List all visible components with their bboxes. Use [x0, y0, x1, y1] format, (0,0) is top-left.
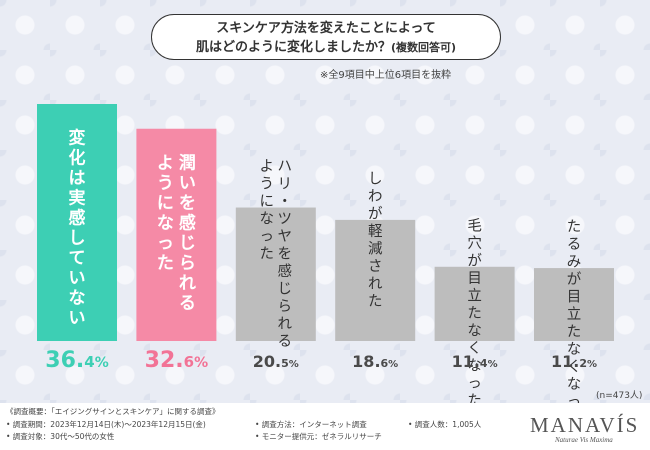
title-line-1: スキンケア方法を変えたことによって — [216, 21, 436, 36]
category-label-4-char: さ — [368, 258, 383, 275]
category-label-5-char: 毛 — [467, 217, 482, 234]
value-label-2: 32.6% — [145, 348, 208, 373]
category-label-4-char: 軽 — [368, 223, 383, 240]
category-label-1-char: は — [69, 169, 86, 189]
category-label-4-char: わ — [368, 188, 383, 205]
category-label-3-char: る — [278, 334, 293, 350]
category-label-6-char: た — [567, 324, 582, 341]
category-label-5-char: っ — [467, 376, 482, 392]
category-label-4-char: し — [368, 171, 383, 187]
category-label-4-char: が — [368, 205, 383, 222]
brand-tagline: Naturae Vis Maxima — [555, 436, 613, 444]
category-label-2-char: じ — [179, 233, 196, 253]
category-label-1-char: 変 — [69, 128, 86, 149]
category-label-6-char: 立 — [567, 306, 582, 323]
chart-title: スキンケア方法を変えたことによって 肌はどのように変化しましたか？(複数回答可) — [151, 14, 501, 60]
category-label-3-char: ・ — [278, 194, 293, 210]
category-label-5-char: 目 — [467, 271, 482, 287]
sample-size: (n=473人) — [596, 391, 643, 401]
category-label-5-char: な — [467, 322, 482, 339]
bar-4 — [335, 219, 416, 341]
category-label-2-char: に — [157, 193, 174, 213]
category-label-3-char: ツ — [278, 212, 293, 228]
category-label-2-char: を — [179, 193, 196, 213]
category-label-3-char: に — [260, 194, 275, 210]
category-label-2-char: よ — [157, 153, 174, 173]
category-label-6-char: な — [567, 341, 582, 358]
survey-footer: 《調査概要：「エイジングサインとスキンケア」に関する調査》 • 調査期間：202… — [0, 403, 650, 450]
category-label-4-char: た — [368, 293, 383, 310]
category-label-2-char: ら — [179, 253, 196, 273]
title-suffix: (複数回答可) — [390, 41, 457, 54]
footer-target: • 調査対象：30代〜50代の女性 — [6, 432, 115, 441]
footer-count: • 調査人数：1,005人 — [408, 420, 482, 429]
category-label-1-char: い — [69, 269, 86, 289]
category-label-5-char: た — [467, 305, 482, 322]
category-label-6-char: な — [567, 376, 582, 393]
category-label-6-char: た — [567, 219, 582, 236]
category-label-1-char: 化 — [69, 148, 86, 169]
value-label-1: 36.4% — [45, 348, 108, 373]
category-label-6-char: る — [567, 237, 582, 253]
category-label-3-char: リ — [278, 177, 293, 193]
category-label-2-char: 感 — [179, 212, 196, 233]
category-label-6-char: み — [567, 255, 582, 271]
footer-heading: 《調査概要：「エイジングサインとスキンケア」に関する調査》 — [6, 407, 220, 416]
category-label-6-char: が — [567, 271, 582, 288]
chart-note: ※全9項目中上位6項目を抜粋 — [320, 70, 452, 81]
brand-logo: MANAVÍS — [530, 413, 640, 437]
bar-5 — [434, 266, 515, 341]
value-label-3: 20.5% — [253, 352, 299, 371]
category-label-3-char: っ — [260, 229, 275, 245]
category-label-3-char: う — [260, 177, 275, 193]
category-label-6-char: 目 — [567, 290, 582, 306]
category-label-1-char: 感 — [69, 208, 86, 229]
category-label-2-char: る — [179, 293, 196, 313]
category-label-2-char: い — [179, 173, 196, 193]
category-label-3-char: 感 — [278, 263, 293, 280]
category-label-3-char: ハ — [278, 159, 293, 175]
bar-2 — [136, 128, 217, 341]
category-label-1-char: 実 — [69, 188, 86, 209]
category-label-3-char: ら — [278, 299, 293, 315]
category-label-5-char: く — [467, 341, 482, 357]
category-label-3-char: た — [260, 246, 275, 263]
bar-3 — [235, 207, 316, 341]
category-label-3-char: じ — [278, 282, 293, 298]
category-label-2-char: っ — [157, 233, 174, 253]
category-label-1-char: い — [69, 309, 86, 329]
category-label-2-char: れ — [179, 273, 196, 293]
category-label-1-char: て — [69, 249, 86, 269]
category-label-5-char: た — [467, 392, 482, 403]
category-label-3-char: な — [260, 211, 275, 228]
title-line-2: 肌はどのように変化しましたか？(複数回答可) — [195, 40, 457, 55]
category-label-2-char: な — [157, 213, 174, 233]
category-label-5-char: な — [467, 357, 482, 374]
bar-1 — [37, 104, 117, 341]
footer-period: • 調査期間：2023年12月14日(木)〜2023年12月15日(金) — [6, 420, 206, 429]
footer-method: • 調査方法：インターネット調査 — [255, 420, 367, 429]
value-label-6: 11.2% — [551, 352, 597, 371]
value-label-5: 11.4% — [452, 352, 498, 371]
category-label-4-char: 減 — [368, 240, 383, 257]
category-label-2-char: た — [157, 253, 174, 273]
bar-6 — [534, 268, 614, 341]
category-label-6-char: く — [567, 360, 582, 376]
category-label-3-char: ヤ — [278, 229, 293, 245]
category-label-3-char: れ — [278, 316, 293, 333]
footer-provider: • モニター提供元：ゼネラルリサーチ — [255, 432, 382, 441]
value-label-4: 18.6% — [352, 352, 398, 371]
category-label-6-char: っ — [567, 395, 582, 403]
category-label-2-char: 潤 — [179, 153, 196, 173]
category-label-1-char: し — [69, 229, 86, 249]
category-label-5-char: 立 — [467, 287, 482, 304]
bar-chart: 変化は実感していない36.4%潤いを感じられるようになった32.6%ハリ・ツヤを… — [37, 104, 614, 403]
category-label-1-char: な — [69, 289, 86, 309]
category-label-4-char: れ — [368, 275, 383, 292]
category-label-5-char: が — [467, 252, 482, 269]
category-label-5-char: 穴 — [467, 235, 482, 252]
category-label-3-char: を — [278, 246, 293, 263]
category-label-3-char: よ — [260, 159, 275, 175]
category-label-2-char: う — [157, 173, 174, 193]
